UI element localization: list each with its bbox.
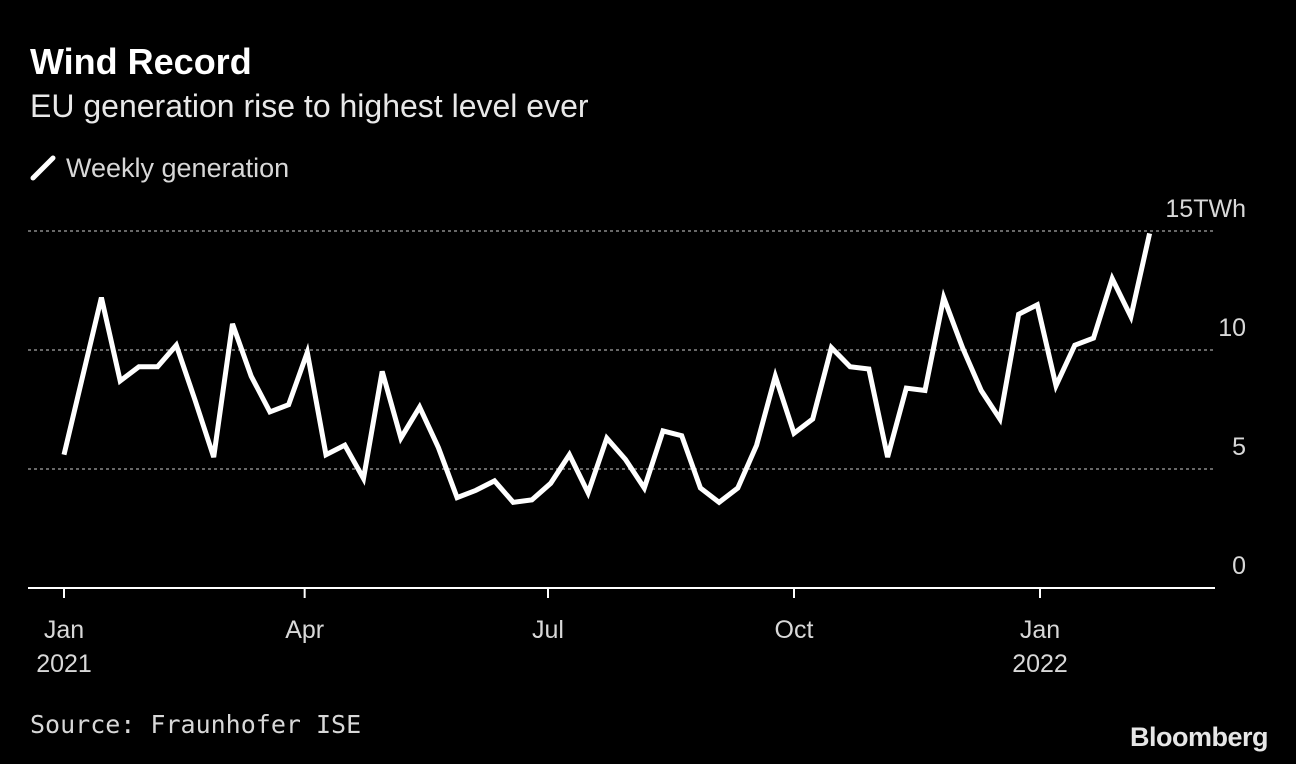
x-tick-label: Jan: [1020, 616, 1060, 644]
y-tick-label: 10: [1218, 314, 1246, 342]
x-tick-label: Jan: [44, 616, 84, 644]
legend-label: Weekly generation: [66, 152, 290, 183]
legend-line-icon: [30, 155, 56, 181]
chart-title: Wind Record: [30, 41, 252, 82]
y-tick-label: 0: [1232, 552, 1246, 580]
source-note: Source: Fraunhofer ISE: [30, 710, 362, 739]
bloomberg-logo: Bloomberg: [1129, 722, 1269, 752]
tick-labels: 15TWh 10 5 0 Jan 2021 Apr Jul Oct Jan 2022: [36, 195, 1246, 678]
series-layer: [61, 232, 1153, 506]
x-tick-label: Jul: [532, 616, 564, 644]
legend: Weekly generation: [30, 151, 289, 185]
y-tick-label: 5: [1232, 433, 1246, 461]
y-tick-label: 15TWh: [1165, 195, 1246, 223]
axis-layer: [28, 587, 1215, 598]
x-tick-year-label: 2021: [36, 650, 92, 678]
series-line-weekly-generation: [61, 232, 1153, 506]
x-tick-label: Oct: [775, 616, 814, 644]
chart-subtitle: EU generation rise to highest level ever: [30, 88, 589, 124]
x-tick-label: Apr: [285, 616, 324, 644]
x-tick-year-label: 2022: [1012, 650, 1068, 678]
